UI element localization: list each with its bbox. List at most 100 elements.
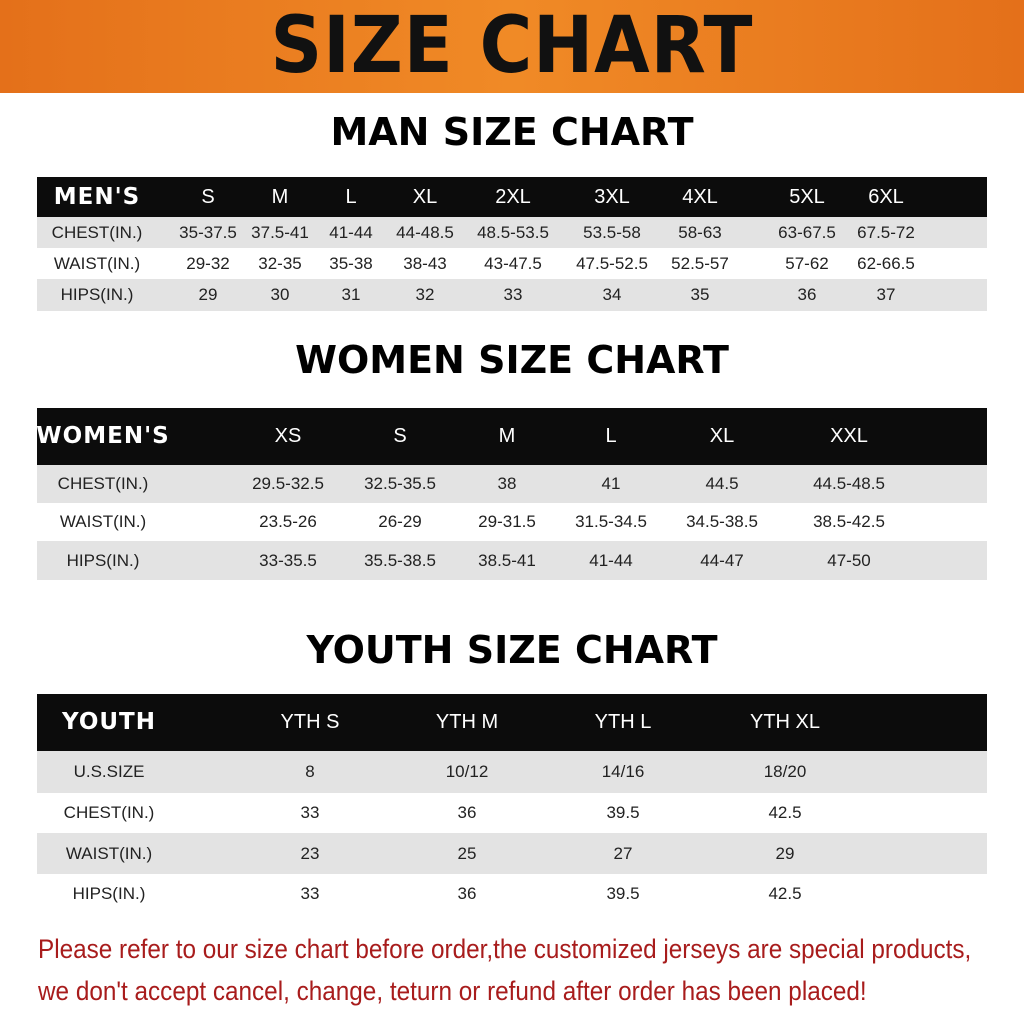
table-cell: 31.5-34.5 (575, 512, 647, 531)
row-label: CHEST(IN.) (51, 223, 143, 242)
table-cell: 33 (300, 884, 320, 903)
table-cell: 36 (457, 803, 477, 822)
size-column-header: 5XL (789, 186, 825, 208)
table-label-header: WOMEN'S (36, 423, 170, 449)
size-column-header: L (345, 186, 357, 208)
table-cell: 18/20 (763, 762, 807, 781)
table-cell: 32-35 (258, 254, 302, 273)
table-cell: 37.5-41 (251, 223, 309, 242)
header-banner (0, 0, 1024, 93)
table-row: WAIST(IN.) 23 25 27 29 (37, 833, 987, 874)
table-cell: 23 (300, 844, 320, 863)
size-column-header: YTH S (280, 711, 340, 733)
size-column-header: XXL (830, 425, 868, 447)
table-cell: 32 (415, 285, 435, 304)
size-column-header: XS (274, 425, 302, 447)
table-row: HIPS(IN.) 33-35.5 35.5-38.5 38.5-41 41-44 44-… (37, 541, 987, 580)
table-row: U.S.SIZE 8 10/12 14/16 18/20 (37, 751, 987, 793)
table-row: HIPS(IN.) 29 30 31 32 33 34 35 36 37 (37, 279, 987, 311)
notice-line-1: Please refer to our size chart before or… (38, 934, 972, 964)
table-cell: 38.5-42.5 (813, 512, 885, 531)
table-cell: 48.5-53.5 (477, 223, 549, 242)
table-cell: 41-44 (589, 551, 633, 570)
table-cell: 53.5-58 (583, 223, 641, 242)
table-cell: 14/16 (601, 762, 645, 781)
table-cell: 44-48.5 (396, 223, 454, 242)
youth-header-row: YOUTH YTH S YTH M YTH L YTH XL (37, 694, 987, 751)
table-cell: 44.5 (705, 474, 739, 493)
table-cell: 25 (457, 844, 477, 863)
table-cell: 42.5 (768, 803, 802, 822)
size-column-header: M (498, 425, 516, 447)
page-title: SIZE CHART (270, 1, 754, 91)
table-cell: 41 (601, 474, 621, 493)
table-cell: 33 (300, 803, 320, 822)
youth-section-title: YOUTH SIZE CHART (306, 628, 718, 672)
row-label: HIPS(IN.) (66, 551, 140, 570)
men-section-title: MAN SIZE CHART (330, 110, 694, 154)
size-column-header: 3XL (594, 186, 630, 208)
table-cell: 33 (503, 285, 523, 304)
table-cell: 35-37.5 (179, 223, 237, 242)
table-cell: 35.5-38.5 (364, 551, 436, 570)
table-cell: 38.5-41 (478, 551, 536, 570)
size-column-header: S (201, 186, 215, 208)
size-column-header: YTH L (594, 711, 652, 733)
size-column-header: XL (412, 186, 438, 208)
women-section-title: WOMEN SIZE CHART (295, 338, 729, 382)
table-cell: 39.5 (606, 803, 640, 822)
size-column-header: M (271, 186, 289, 208)
table-cell: 29 (198, 285, 218, 304)
table-cell: 27 (613, 844, 633, 863)
size-column-header: L (605, 425, 617, 447)
size-column-header: YTH M (435, 711, 499, 733)
women-header-row: WOMEN'S XS S M L XL XXL (36, 408, 987, 465)
table-cell: 10/12 (445, 762, 489, 781)
table-cell: 32.5-35.5 (364, 474, 436, 493)
table-cell: 29 (775, 844, 795, 863)
size-column-header: 6XL (868, 186, 904, 208)
table-cell: 23.5-26 (259, 512, 317, 531)
table-cell: 29.5-32.5 (252, 474, 324, 493)
table-cell: 39.5 (606, 884, 640, 903)
size-column-header: 4XL (682, 186, 718, 208)
table-row: HIPS(IN.) 33 36 39.5 42.5 (37, 874, 987, 914)
table-cell: 41-44 (329, 223, 373, 242)
table-cell: 31 (341, 285, 361, 304)
row-label: HIPS(IN.) (72, 884, 146, 903)
table-row: WAIST(IN.) 29-32 32-35 35-38 38-43 43-47.5 47.… (37, 248, 987, 279)
table-cell: 29-31.5 (478, 512, 536, 531)
table-cell: 42.5 (768, 884, 802, 903)
table-row: WAIST(IN.) 23.5-26 26-29 29-31.5 31.5-34.5 34… (37, 503, 987, 541)
size-column-header: XL (709, 425, 735, 447)
table-cell: 34.5-38.5 (686, 512, 758, 531)
row-label: U.S.SIZE (73, 762, 145, 781)
table-row: CHEST(IN.) 29.5-32.5 32.5-35.5 38 41 44.5 44.5… (37, 465, 987, 503)
table-cell: 62-66.5 (857, 254, 915, 273)
row-label: CHEST(IN.) (63, 803, 155, 822)
table-cell: 63-67.5 (778, 223, 836, 242)
table-row: CHEST(IN.) 33 36 39.5 42.5 (37, 793, 987, 833)
size-column-header: 2XL (495, 186, 531, 208)
table-cell: 52.5-57 (671, 254, 729, 273)
table-cell: 47.5-52.5 (576, 254, 648, 273)
table-cell: 33-35.5 (259, 551, 317, 570)
table-cell: 30 (270, 285, 290, 304)
size-column-header: YTH XL (749, 711, 821, 733)
table-cell: 38-43 (403, 254, 447, 273)
table-cell: 38 (497, 474, 517, 493)
table-cell: 44.5-48.5 (813, 474, 885, 493)
men-header-row: MEN'S S M L XL 2XL 3XL 4XL 5XL 6XL (37, 177, 987, 217)
table-cell: 26-29 (378, 512, 422, 531)
table-cell: 36 (797, 285, 817, 304)
table-cell: 37 (876, 285, 896, 304)
size-column-header: S (393, 425, 407, 447)
row-label: WAIST(IN.) (53, 254, 141, 273)
table-cell: 36 (457, 884, 477, 903)
row-label: WAIST(IN.) (59, 512, 147, 531)
row-label: HIPS(IN.) (60, 285, 134, 304)
table-label-header: MEN'S (53, 184, 141, 210)
notice-line-2: we don't accept cancel, change, teturn o… (38, 976, 867, 1006)
table-cell: 34 (602, 285, 622, 304)
table-cell: 57-62 (785, 254, 829, 273)
